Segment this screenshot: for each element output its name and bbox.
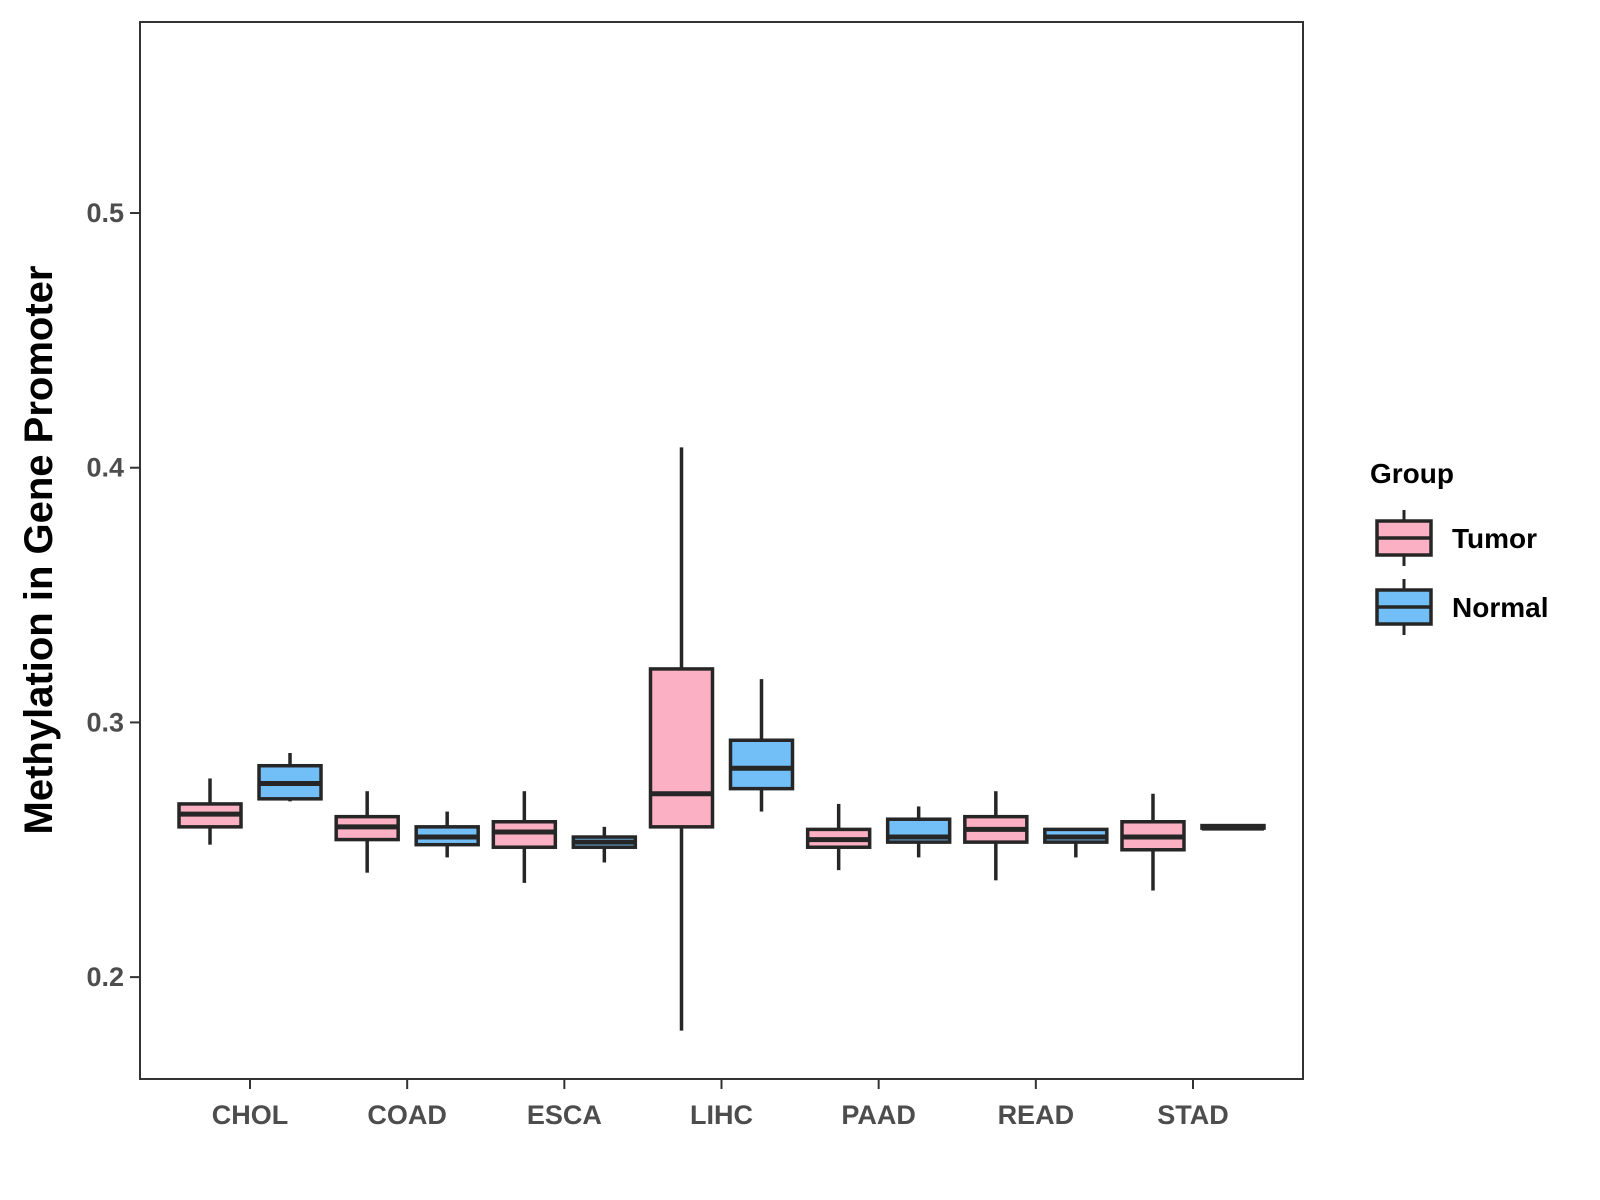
box-normal-chol — [257, 752, 323, 802]
box-body — [728, 738, 795, 791]
x-tick-label: READ — [998, 1100, 1075, 1130]
y-axis: 0.2 0.3 0.4 0.5 — [86, 198, 140, 992]
y-tick-label: 0.4 — [86, 453, 124, 483]
box-tumor-lihc — [648, 447, 715, 1031]
box-tumor-coad — [334, 791, 400, 873]
box-normal-coad — [414, 811, 480, 858]
box-body — [648, 667, 715, 829]
box-tumor-read — [963, 791, 1029, 881]
x-tick-label: COAD — [367, 1100, 447, 1130]
box-normal-lihc — [728, 679, 795, 812]
box-tumor-paad — [805, 803, 872, 871]
x-axis: CHOL COAD ESCA LIHC PAAD READ STAD — [212, 1079, 1229, 1130]
y-axis-title: Methylation in Gene Promoter — [17, 266, 61, 835]
legend-title: Group — [1370, 458, 1454, 489]
box-tumor-esca — [491, 791, 558, 883]
x-tick-label: CHOL — [212, 1100, 289, 1130]
legend-label-normal: Normal — [1452, 592, 1548, 623]
legend-label-tumor: Tumor — [1452, 523, 1537, 554]
x-tick-label: ESCA — [527, 1100, 602, 1130]
y-tick-label: 0.2 — [86, 962, 124, 992]
legend-key-tumor — [1375, 510, 1433, 566]
box-normal-read — [1043, 827, 1109, 858]
box-normal-stad — [1200, 823, 1266, 831]
y-tick-label: 0.5 — [86, 198, 124, 228]
box-normal-paad — [885, 806, 952, 858]
box-body — [491, 820, 558, 849]
y-tick-label: 0.3 — [86, 707, 124, 737]
x-tick-label: STAD — [1157, 1100, 1229, 1130]
plot-marks — [177, 447, 1266, 1031]
legend-key-normal — [1375, 579, 1433, 635]
box-normal-esca — [571, 826, 638, 863]
legend: Group Tumor Normal — [1370, 458, 1548, 635]
box-tumor-stad — [1120, 793, 1186, 891]
box-tumor-chol — [177, 778, 243, 845]
x-tick-label: PAAD — [841, 1100, 916, 1130]
x-tick-label: LIHC — [690, 1100, 753, 1130]
